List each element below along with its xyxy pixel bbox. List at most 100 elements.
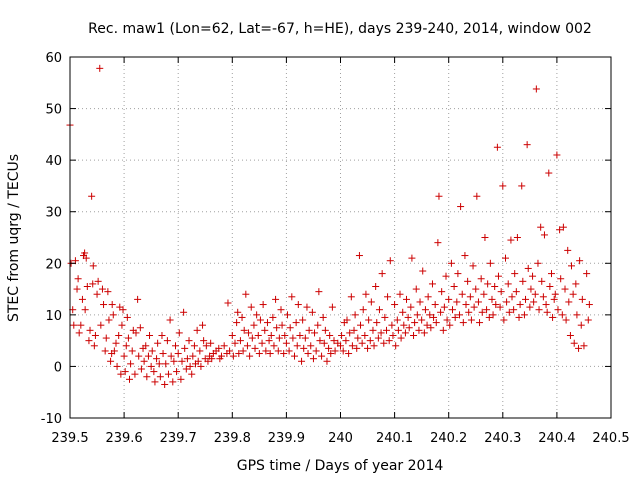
data-point: [194, 357, 202, 365]
data-point: [274, 347, 282, 355]
data-point: [389, 331, 397, 339]
data-point: [299, 316, 307, 324]
data-point: [188, 370, 196, 378]
data-point: [559, 223, 567, 231]
data-point: [400, 321, 408, 329]
data-point: [167, 352, 175, 360]
data-point: [407, 303, 415, 311]
data-point: [89, 280, 97, 288]
data-point: [542, 301, 550, 309]
data-point: [381, 313, 389, 321]
data-point: [477, 275, 485, 283]
data-points: [66, 64, 593, 388]
data-point: [520, 311, 528, 319]
data-point: [437, 308, 445, 316]
x-tick-label: 239.8: [214, 431, 251, 446]
data-point: [393, 316, 401, 324]
data-point: [397, 334, 405, 342]
data-point: [166, 316, 174, 324]
data-point: [135, 352, 143, 360]
data-point: [318, 352, 326, 360]
data-point: [164, 370, 172, 378]
data-point: [258, 339, 266, 347]
data-point: [101, 347, 109, 355]
data-point: [285, 347, 293, 355]
data-point: [524, 264, 532, 272]
data-point: [245, 329, 253, 337]
data-point: [144, 352, 152, 360]
data-point: [81, 306, 89, 314]
data-point: [494, 272, 502, 280]
data-point: [270, 342, 278, 350]
data-point: [351, 311, 359, 319]
data-point: [291, 352, 299, 360]
data-point: [430, 313, 438, 321]
data-point: [115, 331, 123, 339]
data-point: [82, 254, 90, 262]
data-point: [121, 368, 129, 376]
data-point: [416, 298, 424, 306]
data-point: [473, 192, 481, 200]
data-point: [370, 342, 378, 350]
data-point: [140, 357, 148, 365]
data-point: [229, 352, 237, 360]
data-point: [550, 295, 558, 303]
data-point: [163, 337, 171, 345]
data-point: [357, 321, 365, 329]
y-axis-label: STEC from uqrg / TECUs: [6, 154, 22, 322]
data-point: [123, 313, 131, 321]
x-tick-label: 240: [328, 431, 353, 446]
data-point: [308, 308, 316, 316]
data-point: [380, 339, 388, 347]
data-point: [488, 295, 496, 303]
data-point: [142, 342, 150, 350]
data-point: [309, 355, 317, 363]
data-point: [100, 301, 108, 309]
data-point: [180, 308, 188, 316]
data-point: [238, 313, 246, 321]
data-point: [442, 272, 450, 280]
data-point: [428, 280, 436, 288]
data-point: [353, 344, 361, 352]
data-point: [401, 329, 409, 337]
data-point: [267, 331, 275, 339]
data-point: [102, 334, 110, 342]
y-tick-label: 30: [45, 206, 62, 221]
data-point: [539, 293, 547, 301]
x-tick-label: 239.5: [51, 431, 88, 446]
data-point: [413, 311, 421, 319]
data-point: [293, 342, 301, 350]
data-point: [74, 275, 82, 283]
data-point: [361, 331, 369, 339]
data-point: [489, 311, 497, 319]
data-point: [289, 334, 297, 342]
data-point: [228, 331, 236, 339]
data-point: [392, 342, 400, 350]
data-point: [526, 303, 534, 311]
data-point: [545, 169, 553, 177]
data-point: [169, 378, 177, 386]
data-point: [189, 352, 197, 360]
data-point: [578, 295, 586, 303]
data-point: [530, 298, 538, 306]
x-axis-label: GPS time / Days of year 2014: [237, 458, 444, 474]
data-point: [529, 272, 537, 280]
data-point: [423, 321, 431, 329]
data-point: [202, 342, 210, 350]
data-point: [170, 357, 178, 365]
data-point: [292, 319, 300, 327]
data-point: [556, 226, 564, 234]
x-tick-label: 239.6: [105, 431, 142, 446]
data-point: [266, 350, 274, 358]
data-point: [467, 316, 475, 324]
data-point: [193, 326, 201, 334]
data-point: [118, 321, 126, 329]
data-point: [369, 326, 377, 334]
data-point: [117, 370, 125, 378]
data-point: [173, 368, 181, 376]
x-tick-label: 239.7: [160, 431, 197, 446]
y-tick-label: 0: [54, 360, 62, 375]
data-point: [421, 306, 429, 314]
data-point: [136, 324, 144, 332]
